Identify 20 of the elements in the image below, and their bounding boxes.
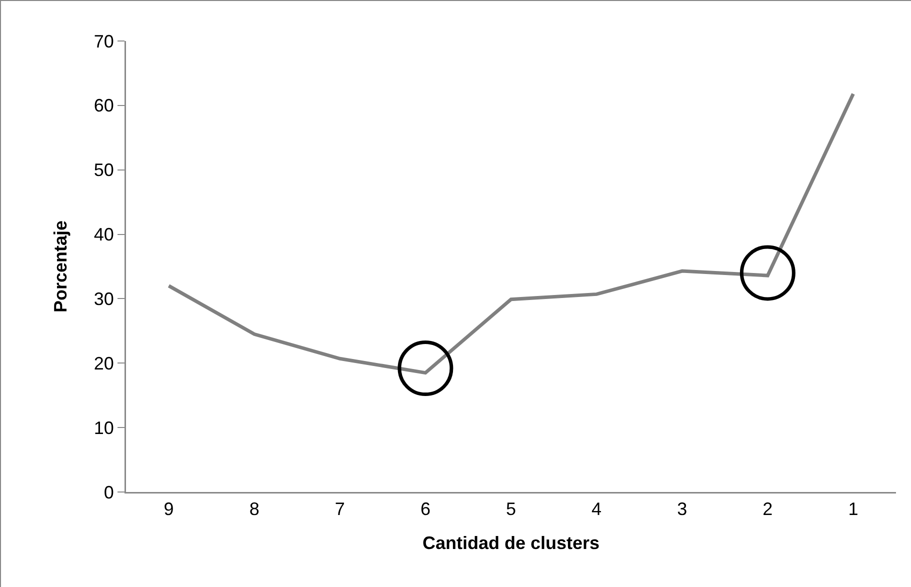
y-tick-label: 30: [94, 289, 114, 310]
x-tick-label: 7: [334, 499, 345, 520]
y-tick-label: 10: [94, 418, 114, 438]
x-tick-label: 8: [249, 499, 260, 520]
y-tick-label: 40: [94, 224, 114, 245]
y-tick-label: 70: [94, 31, 114, 52]
x-tick-label: 2: [762, 499, 773, 520]
x-axis-title: Cantidad de clusters: [422, 532, 600, 553]
x-tick-label: 1: [848, 499, 858, 520]
x-tick-label: 9: [164, 499, 174, 520]
line-series: [167, 92, 855, 375]
y-tick-label: 20: [94, 353, 114, 374]
x-tick-label: 6: [420, 499, 430, 520]
x-tick-label: 5: [506, 499, 516, 520]
x-tick-label: 4: [592, 499, 602, 520]
x-tick-label: 3: [677, 499, 688, 520]
y-tick-label: 60: [94, 96, 114, 116]
y-axis-title: Porcentaje: [50, 220, 70, 313]
y-tick-label: 50: [94, 160, 114, 180]
y-tick-label: 0: [104, 482, 114, 502]
